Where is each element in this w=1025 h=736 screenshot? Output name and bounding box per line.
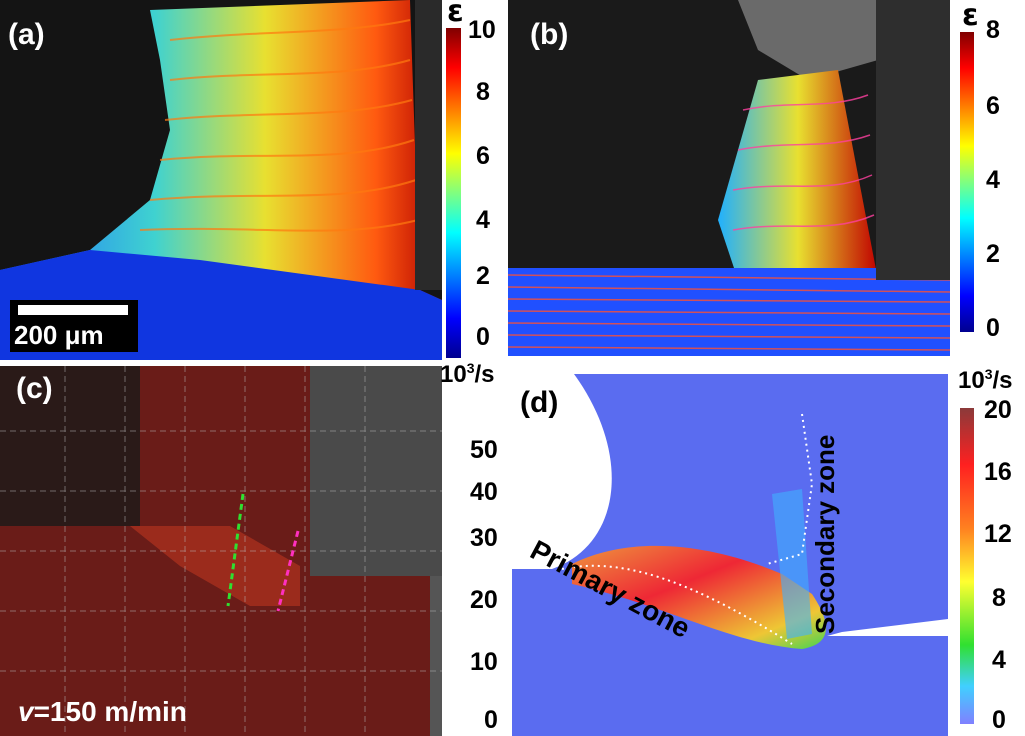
colorbar-c-tick: 0 [484,706,498,734]
colorbar-b-tick: 8 [986,16,1000,44]
panel-d-label: (d) [520,386,559,419]
colorbar-d [960,408,974,724]
colorbar-c-tick: 30 [470,524,498,552]
velocity-annotation: v=150 m/min [18,696,187,728]
panel-a-image: (a) 200 μm [0,0,442,360]
colorbar-d-tick: 20 [984,396,1012,424]
colorbar-c-unit: 103/s [440,360,495,388]
velocity-symbol: v [18,696,34,727]
scale-bar-label: 200 μm [14,320,104,350]
colorbar-a-tick: 2 [476,262,490,290]
colorbar-c-tick: 10 [470,648,498,676]
colorbar-a-symbol: ε [447,0,464,29]
colorbar-a [446,28,461,358]
colorbar-c-tick: 40 [470,478,498,506]
colorbar-a-tick: 4 [476,206,490,234]
panel-c-image: (c) v=150 m/min [0,366,442,736]
colorbar-a-tick: 6 [476,142,490,170]
panel-d-image: (d) Primary zone Secondary zone [512,374,948,736]
panel-b-label: (b) [530,18,569,51]
panel-b-image: (b) [508,0,950,356]
colorbar-a-tick: 8 [476,78,490,106]
colorbar-d-tick: 4 [992,646,1006,674]
colorbar-d-tick: 12 [984,520,1012,548]
colorbar-b-tick: 6 [986,92,1000,120]
colorbar-b-tick: 4 [986,166,1000,194]
secondary-zone-label: Secondary zone [810,434,840,634]
colorbar-b-tick: 2 [986,240,1000,268]
velocity-value: =150 m/min [33,696,187,727]
colorbar-d-tick: 0 [992,706,1006,734]
colorbar-d-unit: 103/s [958,366,1013,394]
colorbar-b [960,32,974,332]
colorbar-a-tick: 10 [468,16,496,44]
colorbar-d-tick: 16 [984,458,1012,486]
colorbar-c-tick: 50 [470,436,498,464]
colorbar-d-tick: 8 [992,584,1006,612]
colorbar-b-tick: 0 [986,314,1000,342]
colorbar-c-tick: 20 [470,586,498,614]
colorbar-a-tick: 0 [476,323,490,351]
panel-a-label: (a) [8,18,45,51]
colorbar-b-symbol: ε [962,0,979,33]
panel-c-label: (c) [16,372,53,405]
